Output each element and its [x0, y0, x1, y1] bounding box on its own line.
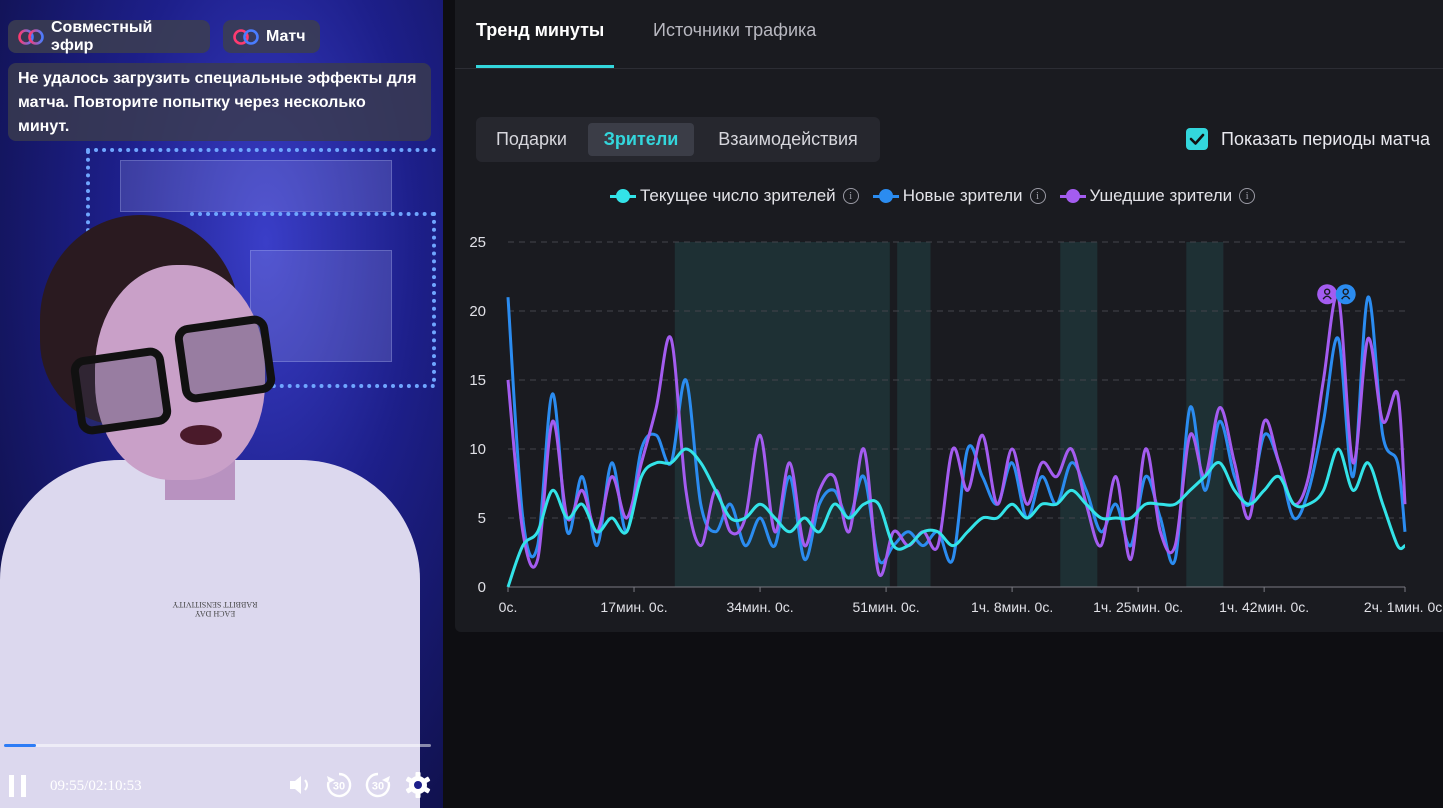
- x-tick-label: 17мин. 0с.: [600, 599, 667, 615]
- x-tick-label: 51мин. 0с.: [852, 599, 919, 615]
- checkbox[interactable]: [1186, 128, 1208, 150]
- x-tick-label: 0с.: [499, 599, 518, 615]
- streamer-body: [0, 460, 420, 808]
- player-controls: 09:55/02:10:53 30 30: [0, 766, 443, 806]
- y-tick-label: 20: [469, 303, 486, 320]
- tab-minute-trend[interactable]: Тренд минуты: [476, 20, 605, 40]
- legend-label: Новые зрители: [902, 186, 1023, 205]
- error-message: Не удалось загрузить специальные эффекты…: [8, 63, 431, 141]
- shirt-text: EACH DAY: [194, 609, 236, 618]
- segment-viewers[interactable]: Зрители: [588, 123, 694, 156]
- y-tick-label: 0: [478, 579, 486, 596]
- playback-progress-fill: [4, 744, 37, 747]
- coop-live-label: Совместный эфир: [51, 18, 153, 54]
- checkmark-icon: [1189, 133, 1205, 145]
- y-tick-label: 10: [469, 441, 486, 458]
- metric-segmented-control: Подарки Зрители Взаимодействия: [476, 117, 880, 162]
- playback-time: 09:55/02:10:53: [50, 778, 142, 794]
- glasses-lens: [173, 313, 277, 405]
- playback-progress-bar[interactable]: [4, 744, 431, 747]
- show-match-periods-toggle[interactable]: Показать периоды матча: [1186, 128, 1430, 150]
- segment-interactions[interactable]: Взаимодействия: [718, 129, 858, 149]
- led-strip: [190, 212, 435, 216]
- series-line-2: [506, 293, 1407, 578]
- legend-label: Ушедшие зрители: [1089, 186, 1233, 205]
- match-label: Матч: [266, 27, 306, 45]
- rewind-30-label: 30: [333, 781, 345, 793]
- x-tick-label: 1ч. 8мин. 0с.: [971, 599, 1053, 615]
- settings-icon[interactable]: [404, 771, 432, 799]
- legend-marker: [1059, 189, 1086, 203]
- info-icon[interactable]: i: [842, 188, 859, 204]
- match-period-band: [1060, 242, 1098, 587]
- legend-item-left-viewers[interactable]: Ушедшие зрители i: [1059, 186, 1256, 206]
- streamer-face: [95, 265, 265, 480]
- match-period-band: [674, 242, 890, 587]
- legend-label: Текущее число зрителей: [640, 186, 836, 205]
- x-tick-label: 34мин. 0с.: [726, 599, 793, 615]
- match-icon: [233, 28, 259, 45]
- y-tick-label: 25: [469, 234, 486, 251]
- video-player[interactable]: RABBITT SENSITIVITY EACH DAY Совместный …: [0, 0, 443, 808]
- coop-icon: [18, 28, 44, 45]
- coop-live-button[interactable]: Совместный эфир: [8, 18, 210, 54]
- forward-30-label: 30: [372, 781, 384, 793]
- x-tick-label: 2ч. 1мин. 0с.: [1364, 599, 1443, 615]
- led-strip: [432, 212, 436, 382]
- active-tab-indicator: [476, 65, 614, 68]
- series-line-0: [506, 447, 1406, 588]
- led-strip: [86, 148, 436, 152]
- peak-marker-icon: [1341, 295, 1351, 300]
- chart-legend: Текущее число зрителей i Новые зрители i…: [610, 186, 1269, 206]
- shirt-text: RABBITT SENSITIVITY: [172, 600, 258, 609]
- x-tick-label: 1ч. 42мин. 0с.: [1219, 599, 1309, 615]
- info-icon[interactable]: i: [1239, 188, 1256, 204]
- tab-traffic-sources[interactable]: Источники трафика: [653, 20, 817, 40]
- peak-marker-icon: [1322, 295, 1332, 300]
- tab-bar: Тренд минуты Источники трафика: [455, 0, 1443, 69]
- legend-item-new-viewers[interactable]: Новые зрители i: [872, 186, 1046, 206]
- match-button[interactable]: Матч: [223, 20, 320, 53]
- background-shelf: [120, 160, 392, 212]
- analytics-panel: Тренд минуты Источники трафика Подарки З…: [455, 0, 1443, 632]
- info-icon[interactable]: i: [1029, 188, 1046, 204]
- peak-marker-icon: [1323, 288, 1331, 295]
- peak-marker-icon: [1342, 288, 1349, 295]
- legend-marker: [610, 189, 636, 203]
- glasses-lens: [69, 345, 173, 437]
- volume-icon[interactable]: [287, 771, 315, 799]
- y-tick-label: 15: [469, 372, 486, 389]
- streamer-mouth: [180, 425, 222, 445]
- y-tick-label: 5: [478, 510, 486, 527]
- led-strip: [86, 150, 90, 240]
- legend-marker: [872, 189, 899, 203]
- pause-icon[interactable]: [9, 775, 29, 797]
- show-match-periods-label: Показать периоды матча: [1221, 128, 1431, 149]
- forward-30-icon[interactable]: 30: [364, 771, 392, 799]
- x-tick-label: 1ч. 25мин. 0с.: [1093, 599, 1183, 615]
- led-strip: [240, 384, 435, 388]
- segment-gifts[interactable]: Подарки: [495, 129, 567, 149]
- shirt-print: RABBITT SENSITIVITY EACH DAY: [150, 600, 280, 630]
- rewind-30-icon[interactable]: 30: [325, 771, 353, 799]
- background-shelf: [250, 250, 392, 362]
- viewers-trend-chart[interactable]: 0 5 10 15 20 25 0с. 17мин. 0с. 34мин. 0с. 51мин. …: [455, 0, 1443, 632]
- legend-item-current-viewers[interactable]: Текущее число зрителей i: [610, 186, 859, 206]
